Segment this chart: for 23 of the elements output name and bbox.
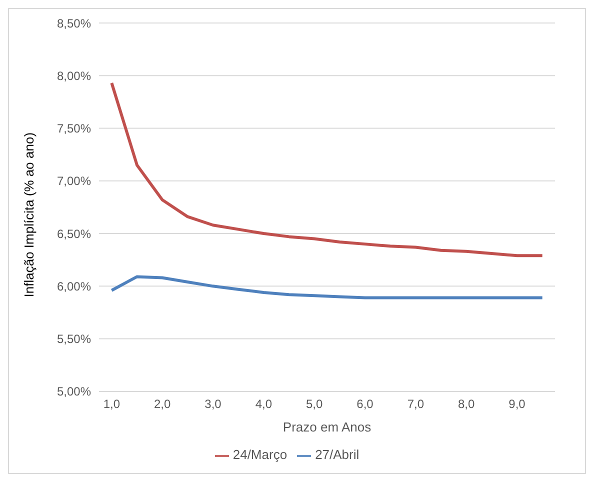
x-tick-label: 9,0 [508,396,526,411]
y-tick-label: 8,50% [56,16,92,30]
y-axis-title: Inflação Implícita (% ao ano) [22,132,37,298]
x-tick-label: 7,0 [407,396,424,411]
x-tick-label: 6,0 [356,396,374,411]
legend-label: 27/Abril [315,447,360,462]
x-tick-label: 4,0 [255,396,272,411]
x-axis-title: Prazo em Anos [282,419,372,434]
y-tick-label: 7,50% [56,122,92,136]
y-tick-label: 6,00% [56,279,92,294]
line-series [110,82,544,258]
line-series [110,275,544,300]
x-tick-label: 2,0 [154,396,171,411]
y-tick-label: 5,00% [56,384,92,399]
x-tick-label: 5,0 [306,396,323,411]
y-tick-label: 8,00% [56,68,92,83]
x-tick-label: 8,0 [458,396,475,411]
y-tick-label: 6,50% [56,226,92,241]
y-tick-label: 7,00% [56,174,92,188]
legend-label: 24/Março [232,447,288,462]
x-tick-label: 1,0 [103,396,120,411]
x-tick-label: 3,0 [204,396,222,411]
y-tick-label: 5,50% [56,332,92,346]
